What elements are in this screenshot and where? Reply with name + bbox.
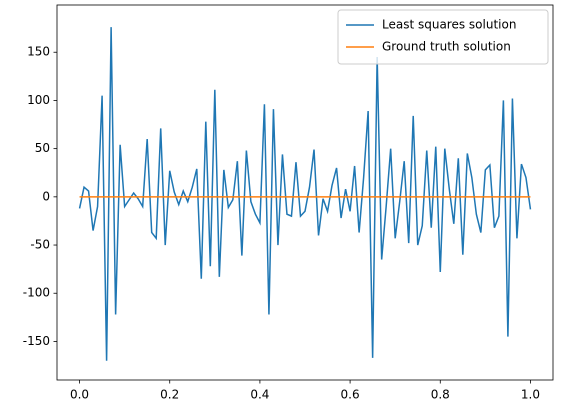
x-tick-label: 1.0	[521, 388, 540, 402]
plot-frame	[56, 4, 554, 381]
y-tick-label: -150	[23, 334, 50, 348]
x-tick-label: 0.4	[250, 388, 269, 402]
data-line	[78, 27, 532, 361]
y-tick-label: -100	[23, 286, 50, 300]
x-tick-label: 0.2	[160, 388, 179, 402]
y-tick-label: 50	[35, 141, 50, 155]
y-tick-label: -50	[30, 238, 50, 252]
legend-label: Ground truth solution	[382, 40, 511, 54]
legend-label: Least squares solution	[382, 18, 516, 32]
x-tick-label: 0.8	[431, 388, 450, 402]
y-tick-label: 100	[27, 93, 50, 107]
legend-box	[337, 9, 549, 65]
x-tick-label: 0.6	[341, 388, 360, 402]
x-tick-label: 0.0	[70, 388, 89, 402]
y-tick-label: 150	[27, 45, 50, 59]
y-tick-label: 0	[42, 189, 50, 203]
